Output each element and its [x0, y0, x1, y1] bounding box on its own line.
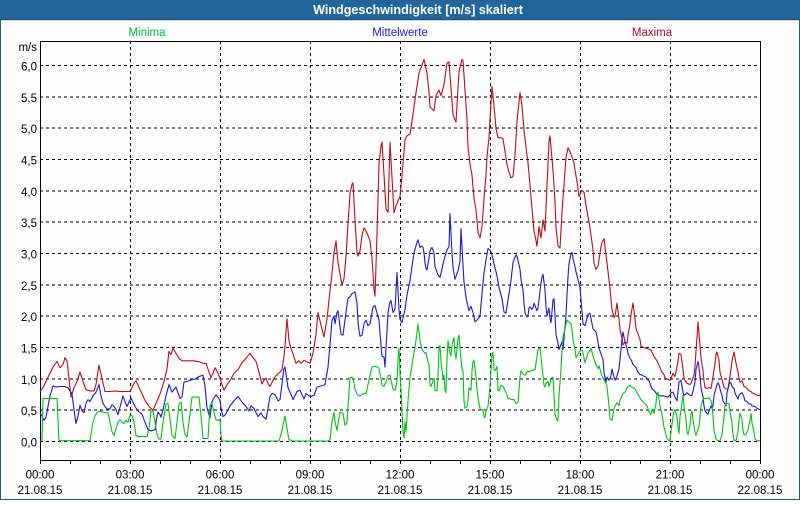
svg-text:21.08.15: 21.08.15: [288, 485, 333, 497]
svg-text:Mittelwerte: Mittelwerte: [372, 27, 428, 39]
svg-text:5,0: 5,0: [21, 124, 37, 136]
svg-text:06:00: 06:00: [206, 470, 235, 482]
svg-text:00:00: 00:00: [26, 470, 55, 482]
svg-text:18:00: 18:00: [566, 470, 595, 482]
svg-text:3,0: 3,0: [21, 250, 37, 262]
svg-text:Minima: Minima: [128, 27, 166, 39]
svg-text:21.08.15: 21.08.15: [18, 485, 63, 497]
svg-text:1,5: 1,5: [21, 344, 37, 356]
svg-text:2,0: 2,0: [21, 312, 37, 324]
svg-text:1,0: 1,0: [21, 375, 37, 387]
svg-text:4,5: 4,5: [21, 156, 37, 168]
svg-text:22.08.15: 22.08.15: [738, 485, 783, 497]
svg-text:6,0: 6,0: [21, 62, 37, 74]
svg-text:09:00: 09:00: [296, 470, 325, 482]
svg-text:Windgeschwindigkeit [m/s] skal: Windgeschwindigkeit [m/s] skaliert: [313, 3, 524, 17]
svg-text:21.08.15: 21.08.15: [468, 485, 513, 497]
svg-text:21:00: 21:00: [656, 470, 685, 482]
svg-text:21.08.15: 21.08.15: [648, 485, 693, 497]
svg-text:03:00: 03:00: [116, 470, 145, 482]
svg-text:21.08.15: 21.08.15: [198, 485, 243, 497]
svg-text:5,5: 5,5: [21, 93, 37, 105]
svg-text:21.08.15: 21.08.15: [108, 485, 153, 497]
svg-text:00:00: 00:00: [746, 470, 775, 482]
svg-text:3,5: 3,5: [21, 218, 37, 230]
svg-text:15:00: 15:00: [476, 470, 505, 482]
svg-text:Maxima: Maxima: [632, 27, 673, 39]
svg-text:4,0: 4,0: [21, 187, 37, 199]
svg-text:12:00: 12:00: [386, 470, 415, 482]
svg-text:2,5: 2,5: [21, 281, 37, 293]
svg-text:0,5: 0,5: [21, 406, 37, 418]
svg-text:21.08.15: 21.08.15: [378, 485, 423, 497]
svg-text:0,0: 0,0: [21, 438, 37, 450]
svg-text:m/s: m/s: [18, 42, 37, 54]
svg-text:21.08.15: 21.08.15: [558, 485, 603, 497]
